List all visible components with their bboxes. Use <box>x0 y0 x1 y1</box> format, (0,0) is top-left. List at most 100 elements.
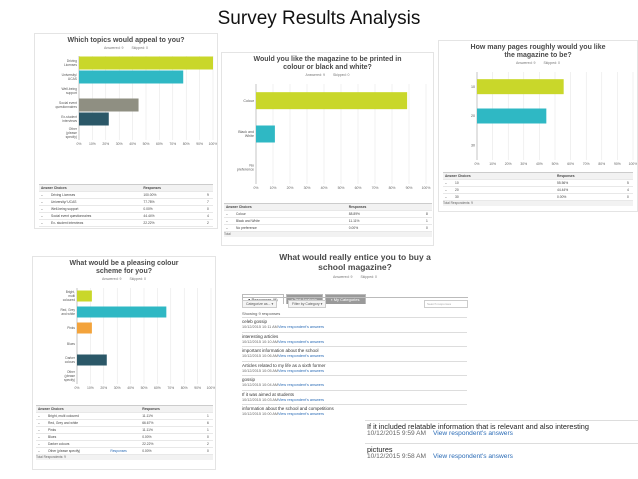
x-tick-label: 100% <box>422 186 431 190</box>
column-header: Responses <box>348 205 367 209</box>
filter-category-dropdown[interactable]: Filter by Category ▾ <box>288 300 327 308</box>
y-category-label: 10 <box>471 85 475 89</box>
view-answers-link[interactable]: View respondent's answers <box>278 325 325 329</box>
x-tick-label: 50% <box>141 386 148 390</box>
view-answers-link[interactable]: View respondent's answers <box>278 354 325 358</box>
response-percent: 0.00% <box>142 435 152 439</box>
view-answers-link[interactable]: View respondent's answers <box>278 397 325 402</box>
response-date: 10/12/2015 10:11 AM <box>242 325 278 329</box>
view-answers-link[interactable]: View respondent's answers <box>433 453 513 460</box>
responses-link[interactable]: Responses <box>110 449 127 453</box>
bar <box>79 112 109 126</box>
x-tick-label: 0% <box>77 142 82 146</box>
chart-panel-topics: Which topics would appeal to you? Answer… <box>34 33 218 229</box>
answer-choice: Colour <box>236 212 246 216</box>
x-tick-label: 90% <box>196 142 203 146</box>
response-percent: 11.11% <box>142 414 153 418</box>
x-tick-label: 40% <box>127 386 134 390</box>
view-answers-link[interactable]: View respondent's answers <box>278 383 325 387</box>
x-tick-label: 40% <box>536 162 543 166</box>
y-category-label: Social event questionnaires <box>56 101 78 109</box>
tab-text-analysis[interactable]: ▪ Text Analysis <box>285 294 324 304</box>
response-item: celeb gossip 10/12/2015 10:11 AM View resp… <box>242 317 467 330</box>
answered-count: Answered: 9 <box>101 277 122 281</box>
row-marker: – <box>41 207 43 211</box>
x-tick-label: 70% <box>169 142 176 146</box>
response-text: interesting articles <box>242 333 279 339</box>
response-text: gossip <box>242 377 256 382</box>
column-header: Answer Choices <box>41 186 67 190</box>
table-row: – Driving Licenses 100.00% 9 <box>39 192 213 199</box>
chart-icon: ▪ <box>292 297 293 302</box>
categorize-dropdown[interactable]: Categorize as... ▾ <box>242 300 278 308</box>
tab-my-categories[interactable]: ▪ My Categories <box>325 294 366 304</box>
response-text: Articles related to my life as a sixth f… <box>242 362 326 368</box>
tab-responses[interactable]: ● Responses (9) <box>242 294 284 304</box>
answer-choice: 20 <box>455 188 459 192</box>
x-tick-label: 70% <box>583 162 590 166</box>
response-count: 0 <box>627 195 629 199</box>
row-marker: – <box>445 195 447 199</box>
table-row: – Pinks 11.11% 1 <box>36 427 213 434</box>
table-header-row: Answer Choices Responses <box>224 204 432 211</box>
response-percent: 88.89% <box>348 212 360 216</box>
chart-panel-colour-scheme: What would be a pleasing colour scheme f… <box>32 256 216 470</box>
total-respondents: Total <box>224 232 432 237</box>
results-table: Answer Choices Responses – 10 55.56% 5 – 20 44.4… <box>443 172 633 201</box>
table-row: – Social event questionnaires 44.44% 4 <box>39 213 213 220</box>
row-marker: – <box>41 200 43 204</box>
view-answers-link[interactable]: View respondent's answers <box>433 430 513 437</box>
bar <box>79 70 184 84</box>
response-percent: 22.22% <box>142 442 154 446</box>
response-count: 9 <box>207 193 209 197</box>
chart-title: How many pages roughly would you like th… <box>470 44 606 59</box>
y-category-label: Red, Grey and white <box>60 308 75 316</box>
chart-title: Would you like the magazine to be printe… <box>253 56 402 71</box>
table-row: – 20 44.44% 4 <box>443 187 633 194</box>
x-tick-label: 10% <box>89 142 96 146</box>
response-percent: 11.11% <box>348 219 360 223</box>
responses-link[interactable]: Responses <box>112 228 129 229</box>
row-marker: – <box>41 214 43 218</box>
response-count: 6 <box>207 421 209 425</box>
view-answers-link[interactable]: View respondent's answers <box>278 339 325 344</box>
answer-choice: Darker colours <box>48 442 70 446</box>
row-marker: – <box>38 428 40 432</box>
x-tick-label: 0% <box>75 386 80 390</box>
response-count: 4 <box>627 188 629 192</box>
response-percent: 22.22% <box>143 221 155 225</box>
response-percent: 0.00% <box>143 207 153 211</box>
view-answers-link[interactable]: View respondent's answers <box>278 368 325 373</box>
view-answers-link[interactable]: View respondent's answers <box>278 412 325 416</box>
question-title: What would really entice you to buy a sc… <box>279 252 431 272</box>
table-row: – Ex- student interviews 22.22% 2 <box>39 220 213 227</box>
y-category-label: Ex-student interviews <box>61 115 77 123</box>
filter-bar: Categorize as... ▾ Filter by Category ▾ … <box>242 297 468 308</box>
y-category-label: Bright, multi coloured <box>63 290 76 302</box>
open-question-panel: What would really entice you to buy a sc… <box>236 250 474 476</box>
table-header-row: Answer Choices Responses <box>443 173 633 180</box>
search-input[interactable]: Search responses <box>424 300 468 308</box>
response-percent: 44.44% <box>557 188 569 192</box>
response-item: If it was aimed at students 10/12/2015 10… <box>242 389 467 403</box>
response-percent: 0.00% <box>142 449 152 453</box>
x-tick-label: 30% <box>116 142 123 146</box>
response-count: 7 <box>207 200 209 204</box>
response-percent: 66.67% <box>142 421 154 425</box>
column-header: Responses <box>143 186 161 190</box>
response-date: 10/12/2015 10:03 AM <box>242 397 279 402</box>
response-item-enlarged: pictures 10/12/2015 9:58 AM View responden… <box>365 443 638 461</box>
y-category-label: Blues <box>67 342 75 346</box>
row-marker: – <box>41 228 43 229</box>
x-tick-label: 90% <box>194 386 201 390</box>
x-tick-label: 10% <box>489 162 496 166</box>
table-row: – Other (please specify) 0.00% 0 Responses <box>36 448 213 455</box>
y-category-label: No preference <box>237 164 254 172</box>
skipped-count: Skipped: 0 <box>332 73 350 77</box>
response-count: 4 <box>207 214 209 218</box>
table-row: – Bright, multi coloured 11.11% 1 <box>36 413 213 420</box>
row-marker: – <box>41 221 43 225</box>
y-category-label: University/UCAS <box>62 73 78 81</box>
response-count: 0 <box>207 228 209 229</box>
x-tick-label: 10% <box>270 186 277 190</box>
